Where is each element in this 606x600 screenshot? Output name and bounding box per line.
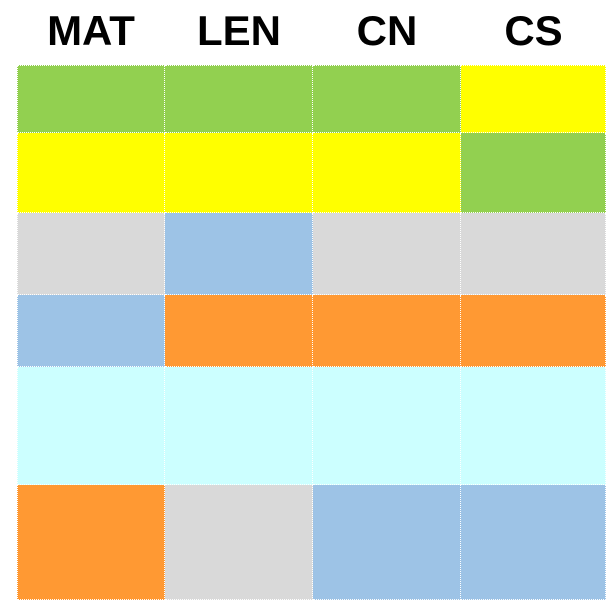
table-cell	[17, 295, 165, 367]
table-cell	[165, 367, 313, 485]
table-cell	[313, 295, 461, 367]
table-cell	[17, 213, 165, 295]
column-header: MAT	[47, 7, 135, 54]
column-header: CN	[356, 7, 418, 54]
table-cell	[165, 295, 313, 367]
table-cell	[313, 213, 461, 295]
table-cell	[17, 133, 165, 213]
table-cell	[461, 295, 606, 367]
column-header: LEN	[197, 7, 281, 54]
table-cell	[165, 65, 313, 133]
table-cell	[313, 65, 461, 133]
table-cell	[461, 367, 606, 485]
table-cell	[313, 367, 461, 485]
table-cell	[313, 485, 461, 600]
table-cell	[17, 485, 165, 600]
table-cell	[461, 133, 606, 213]
column-header: CS	[504, 7, 563, 54]
table-cell	[165, 485, 313, 600]
table-cell	[461, 65, 606, 133]
table-cell	[17, 65, 165, 133]
table-cell	[17, 367, 165, 485]
table-cell	[165, 213, 313, 295]
table-cell	[165, 133, 313, 213]
table-cell	[461, 213, 606, 295]
table-cell	[313, 133, 461, 213]
table-cell	[461, 485, 606, 600]
